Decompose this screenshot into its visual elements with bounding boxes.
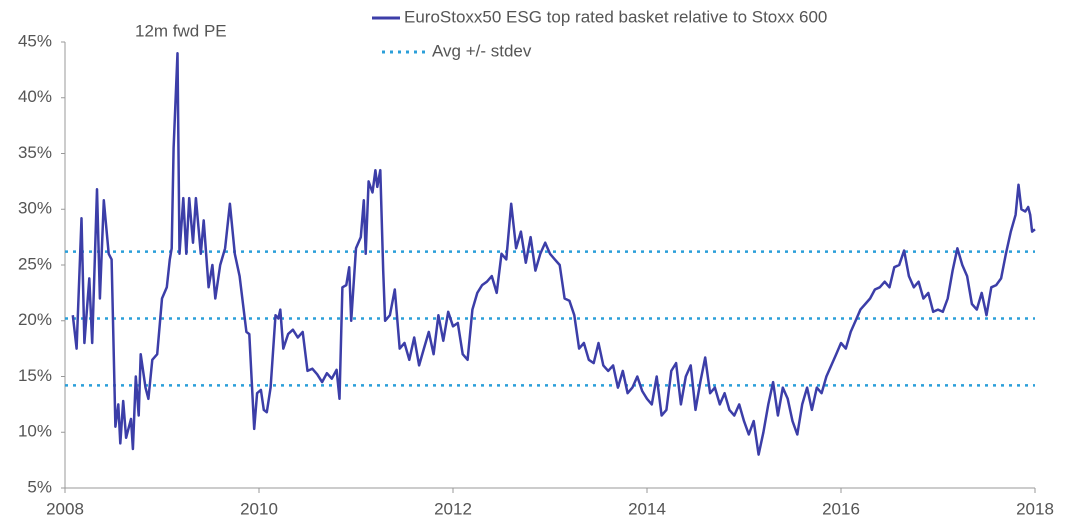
y-tick-label: 5% (27, 477, 52, 496)
legend-label: Avg +/- stdev (432, 41, 532, 60)
x-tick-label: 2014 (628, 499, 666, 518)
x-tick-label: 2018 (1016, 499, 1054, 518)
y-tick-label: 15% (18, 366, 52, 385)
x-tick-label: 2008 (46, 499, 84, 518)
y-tick-label: 10% (18, 422, 52, 441)
y-tick-label: 40% (18, 87, 52, 106)
x-tick-label: 2010 (240, 499, 278, 518)
annotation: 12m fwd PE (135, 21, 227, 40)
y-tick-label: 35% (18, 143, 52, 162)
y-tick-label: 45% (18, 31, 52, 50)
x-tick-label: 2016 (822, 499, 860, 518)
y-tick-label: 30% (18, 199, 52, 218)
x-tick-label: 2012 (434, 499, 472, 518)
y-tick-label: 20% (18, 310, 52, 329)
series-line (71, 51, 1036, 456)
y-tick-label: 25% (18, 254, 52, 273)
legend-label: EuroStoxx50 ESG top rated basket relativ… (404, 7, 827, 26)
